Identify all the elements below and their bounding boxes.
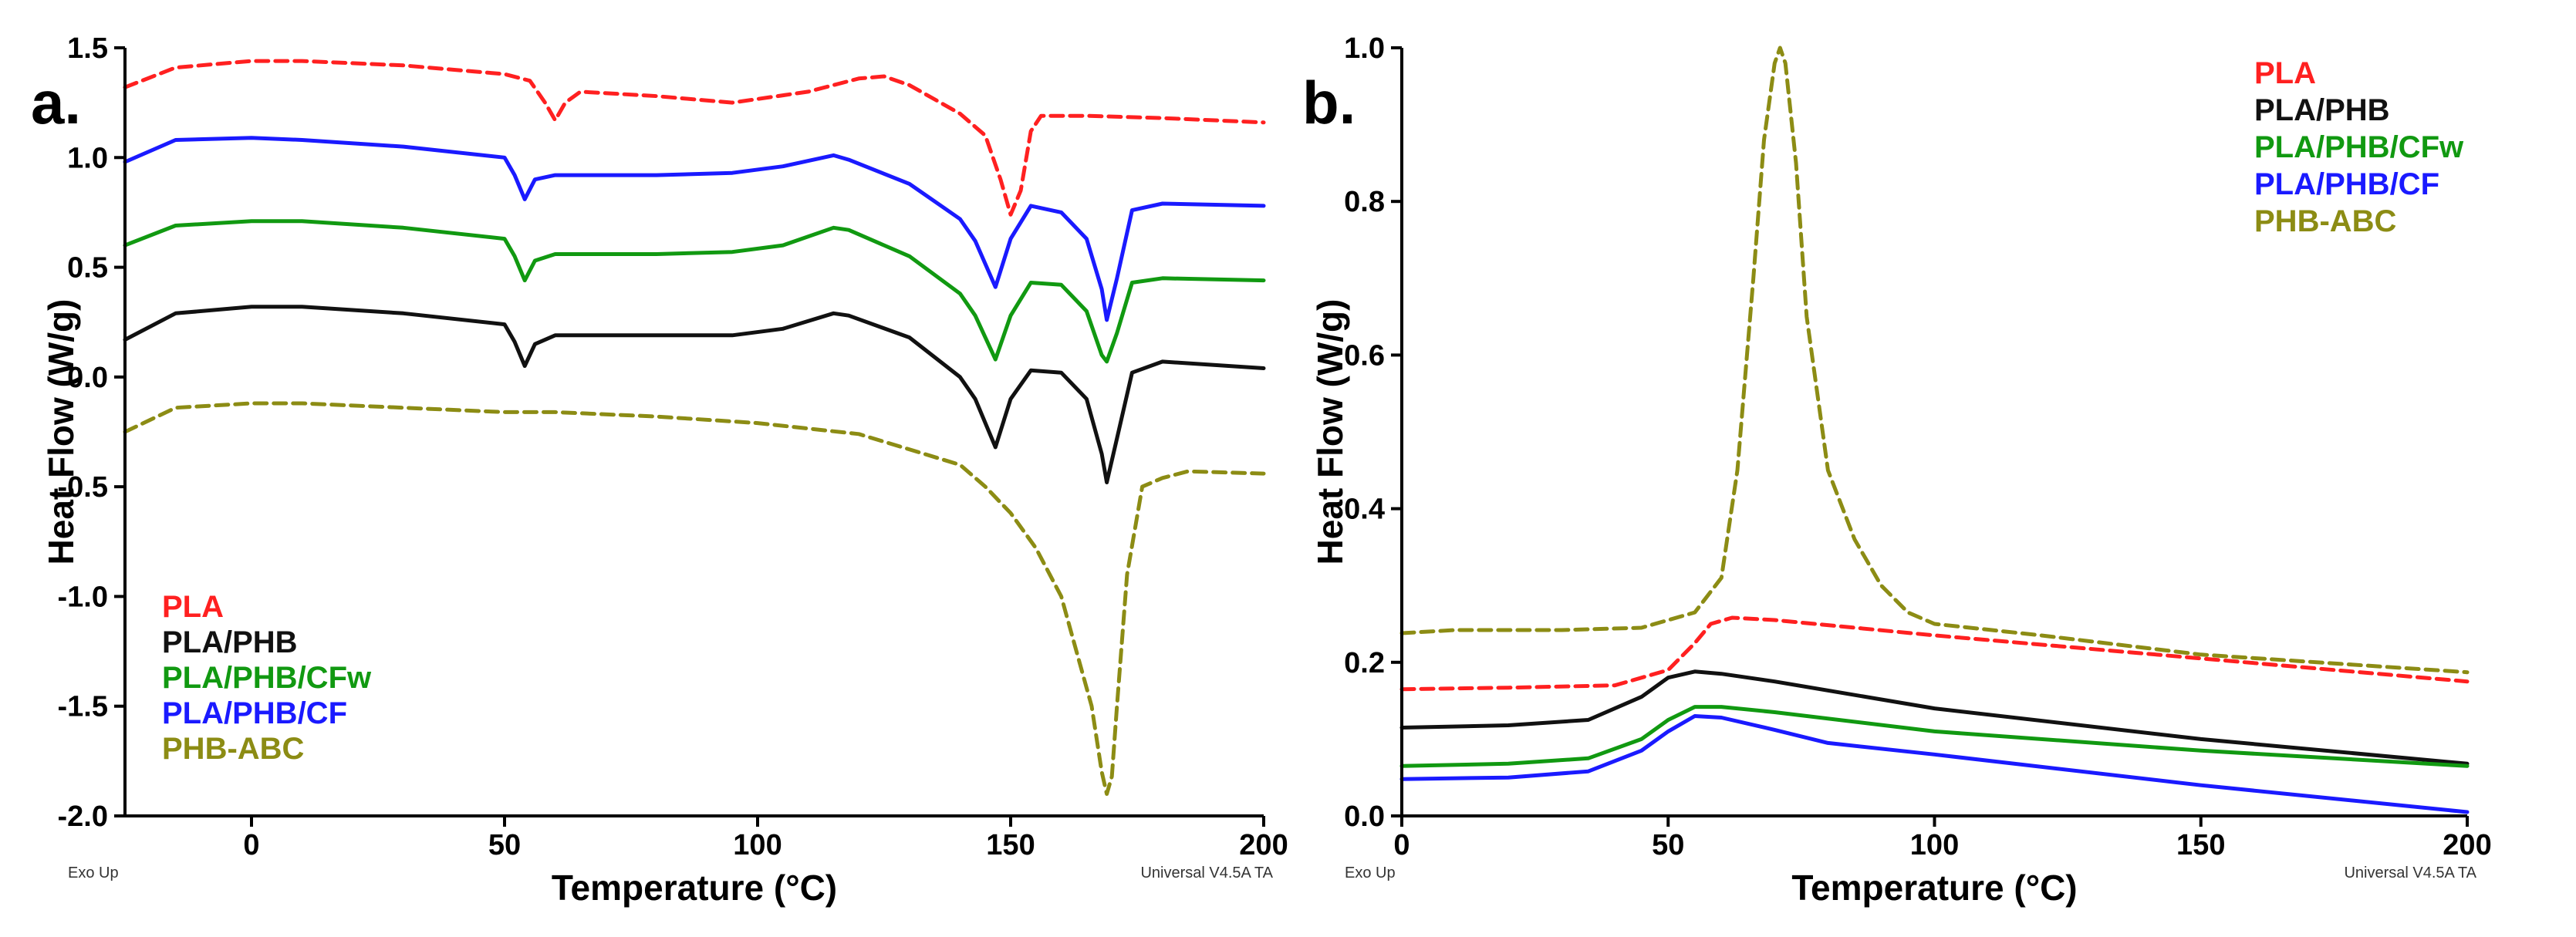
y-tick-label: 0.2 — [1344, 647, 1385, 679]
legend-entry-pla-phb-cfw: PLA/PHB/CFw — [162, 661, 372, 695]
legend-entry-pla: PLA — [162, 590, 224, 624]
series-line-pla-phb-cfw — [123, 219, 1266, 364]
y-tick-label: 1.5 — [67, 32, 108, 65]
y-tick-label: 1.0 — [1344, 32, 1385, 65]
y-axis-title: Heat Flow (W/g) — [41, 299, 81, 565]
legend-entry-phb-abc: PHB-ABC — [2254, 204, 2396, 238]
series-line-pla-phb — [1399, 669, 2470, 766]
exo-up-note: Exo Up — [1345, 865, 1396, 881]
legend-entry-pla-phb-cf: PLA/PHB/CF — [162, 696, 347, 730]
y-tick-label: 0.5 — [67, 252, 108, 285]
y-axis-title: Heat Flow (W/g) — [1310, 299, 1350, 565]
x-tick-label: 0 — [1393, 829, 1410, 861]
instrument-note: Universal V4.5A TA — [1140, 865, 1273, 881]
chart-panel-a: -2.0 -1.5 -1.0 -0.5 0.0 0.5 1.0 1.5 0 50 100 150 200… — [31, 32, 1288, 908]
chart-panel-b: 0.0 0.2 0.4 0.6 0.8 1.0 0 50 100 150 200 Temperatur… — [1302, 32, 2492, 908]
x-axis-title: Temperature (°C) — [552, 868, 837, 908]
legend-entry-phb-abc: PHB-ABC — [162, 732, 304, 766]
instrument-note: Universal V4.5A TA — [2344, 865, 2476, 881]
series-line-pla-phb-cfw — [1399, 705, 2470, 768]
series-line-pla-phb-cf — [123, 136, 1266, 322]
x-tick-label: 100 — [733, 829, 782, 861]
x-tick-label: 0 — [243, 829, 259, 861]
x-axis-title: Temperature (°C) — [1791, 868, 2077, 908]
y-tick-label: 0.4 — [1344, 494, 1385, 526]
legend-entry-pla-phb: PLA/PHB — [162, 625, 298, 659]
legend-entry-pla-phb: PLA/PHB — [2254, 93, 2390, 127]
x-tick-label: 100 — [1910, 829, 1959, 861]
series-line-phb-abc — [1399, 46, 2470, 675]
exo-up-note: Exo Up — [68, 865, 119, 881]
series-line-pla-phb — [123, 305, 1266, 484]
legend-entry-pla: PLA — [2254, 56, 2316, 90]
x-tick-label: 50 — [488, 829, 521, 861]
x-tick-label: 150 — [2176, 829, 2225, 861]
x-tick-label: 50 — [1652, 829, 1684, 861]
series-line-pla-phb-cf — [1399, 714, 2470, 814]
x-tick-label: 200 — [1239, 829, 1288, 861]
panel-label: a. — [31, 69, 81, 137]
y-tick-label: 0.0 — [67, 362, 108, 394]
y-tick-label: -0.5 — [58, 471, 108, 504]
x-tick-label: 200 — [2443, 829, 2491, 861]
y-tick-label: 0.8 — [1344, 186, 1385, 218]
x-tick-label: 150 — [986, 829, 1035, 861]
y-tick-label: 1.0 — [67, 142, 108, 174]
series-line-pla — [123, 59, 1266, 217]
y-tick-label: 0.6 — [1344, 339, 1385, 372]
y-tick-label: -1.5 — [58, 691, 108, 723]
legend-entry-pla-phb-cfw: PLA/PHB/CFw — [2254, 130, 2464, 164]
panel-label: b. — [1302, 69, 1356, 137]
y-tick-label: 0.0 — [1344, 800, 1385, 833]
series-line-phb-abc — [123, 401, 1266, 796]
y-tick-label: -1.0 — [58, 581, 108, 613]
y-tick-label: -2.0 — [58, 800, 108, 833]
series-line-pla — [1399, 615, 2470, 692]
legend-entry-pla-phb-cf: PLA/PHB/CF — [2254, 167, 2439, 201]
